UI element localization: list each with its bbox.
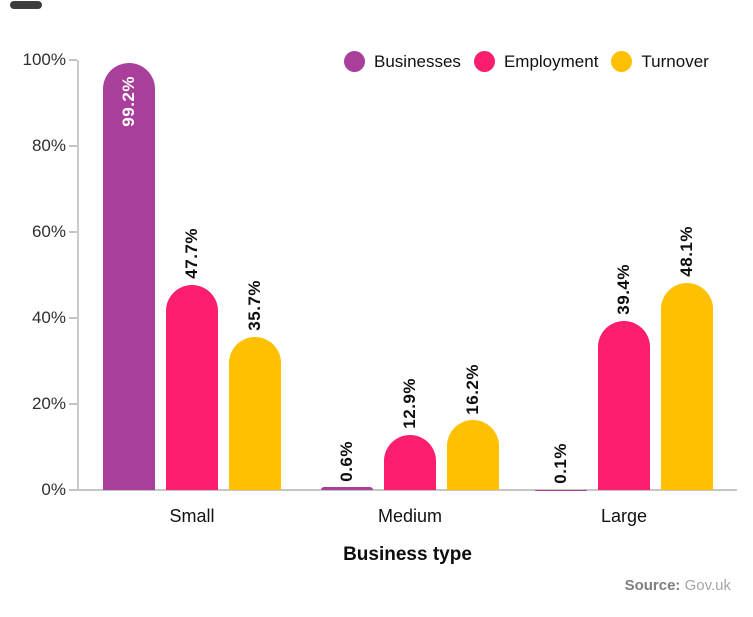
legend-swatch-icon bbox=[473, 51, 495, 72]
bar-businesses-small: 99.2% bbox=[103, 63, 155, 490]
legend-item-businesses: Businesses bbox=[344, 51, 461, 72]
bar-value-label: 0.1% bbox=[551, 442, 570, 484]
bar-turnover-small bbox=[229, 336, 281, 490]
legend-item-employment: Employment bbox=[473, 51, 599, 72]
bar-slot: 35.7% bbox=[229, 280, 281, 490]
source-label: Source: bbox=[624, 577, 681, 594]
y-tick-label: 100% bbox=[22, 50, 66, 69]
bar-value-label: 12.9% bbox=[400, 377, 419, 429]
y-tick-label: 0% bbox=[41, 480, 66, 499]
bar-turnover-large bbox=[661, 283, 713, 490]
bar-slot: 39.4% bbox=[598, 264, 650, 490]
y-tick-label: 60% bbox=[31, 222, 66, 241]
y-tick-mark bbox=[69, 145, 77, 147]
y-tick-mark bbox=[69, 489, 77, 491]
bar-value-label: 99.2% bbox=[119, 76, 138, 128]
bar-employment-medium bbox=[384, 434, 436, 490]
bar-slot: 99.2% bbox=[103, 63, 155, 490]
bar-businesses-large bbox=[535, 489, 587, 490]
y-tick-mark bbox=[69, 231, 77, 233]
bar-value-label: 16.2% bbox=[463, 363, 482, 415]
bar-group-medium: 0.6% 12.9% 16.2% bbox=[321, 364, 499, 490]
bar-employment-large bbox=[598, 320, 650, 490]
y-tick-mark bbox=[69, 403, 77, 405]
y-tick-label: 80% bbox=[31, 136, 66, 155]
source-name: Gov.uk bbox=[684, 577, 731, 594]
x-axis-title: Business type bbox=[343, 544, 472, 565]
y-tick-label: 40% bbox=[31, 308, 66, 327]
legend-swatch-icon bbox=[344, 51, 365, 72]
x-category-label-large: Large bbox=[600, 506, 648, 526]
x-category-label-small: Small bbox=[169, 506, 215, 526]
bar-value-label: 0.6% bbox=[337, 440, 356, 482]
bar-employment-small bbox=[166, 284, 218, 490]
y-tick-mark bbox=[69, 317, 77, 319]
bar-slot: 16.2% bbox=[447, 364, 499, 490]
y-tick-label: 20% bbox=[31, 394, 66, 413]
bar-value-label: 35.7% bbox=[245, 279, 264, 331]
bar-group-small: 99.2% 47.7% 35.7% bbox=[103, 63, 281, 490]
bar-turnover-medium bbox=[447, 420, 499, 490]
x-category-label-medium: Medium bbox=[377, 506, 443, 526]
legend-label: Employment bbox=[503, 51, 599, 71]
legend-label: Turnover bbox=[641, 51, 709, 71]
bar-value-label: 39.4% bbox=[614, 263, 633, 315]
screenshot-artifact-mark bbox=[10, 1, 42, 9]
source-caption: Source: Gov.uk bbox=[625, 577, 731, 594]
bar-slot: 12.9% bbox=[384, 378, 436, 490]
bar-group-large: 0.1% 39.4% 48.1% bbox=[535, 226, 713, 490]
legend-label: Businesses bbox=[374, 51, 461, 71]
bar-slot: 0.6% bbox=[321, 441, 373, 490]
y-axis-line bbox=[77, 60, 79, 491]
bar-businesses-medium bbox=[321, 487, 373, 490]
chart-legend: Businesses Employment Turnover bbox=[344, 51, 709, 72]
x-axis-baseline bbox=[77, 489, 737, 491]
bar-slot: 48.1% bbox=[661, 226, 713, 490]
bar-value-label: 47.7% bbox=[182, 228, 201, 279]
legend-item-turnover: Turnover bbox=[611, 51, 709, 72]
bar-slot: 0.1% bbox=[535, 443, 587, 490]
legend-swatch-icon bbox=[611, 51, 633, 72]
bar-value-label: 48.1% bbox=[677, 226, 696, 278]
bar-slot: 47.7% bbox=[166, 228, 218, 490]
y-tick-mark bbox=[69, 59, 77, 61]
